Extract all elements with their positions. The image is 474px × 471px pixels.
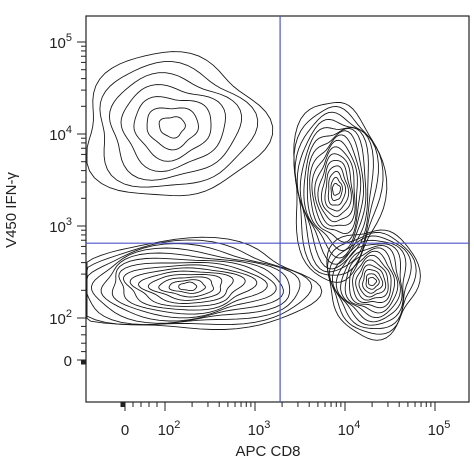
contour-line: [111, 257, 277, 319]
contour-layer: [86, 51, 421, 341]
contour-line: [86, 239, 313, 326]
contour-line: [158, 116, 186, 139]
contour-line: [178, 281, 198, 292]
contour-line: [324, 165, 350, 212]
x-tick-label: 104: [338, 419, 361, 439]
contour-line: [314, 146, 356, 227]
contour-line: [367, 276, 378, 286]
contour-line: [344, 247, 399, 314]
contour-line: [168, 279, 206, 294]
contour-line: [362, 269, 384, 294]
contour-line: [355, 259, 389, 301]
contour-line: [326, 229, 421, 341]
y-tick-label: 104: [49, 124, 72, 144]
contour-line: [349, 250, 396, 309]
contour-line: [129, 267, 246, 307]
contour-line: [309, 134, 362, 243]
contour-line: [133, 96, 212, 162]
contour-line: [306, 130, 365, 252]
contour-line: [91, 247, 291, 324]
y-tick-label: 105: [49, 32, 72, 52]
contour-line: [99, 61, 259, 188]
contour-line: [330, 176, 343, 202]
contour-line: [123, 264, 258, 311]
x-tick-label: 102: [158, 419, 181, 439]
contour-line: [299, 127, 369, 265]
x-tick-label: 103: [248, 419, 271, 439]
contour-line: [147, 274, 223, 301]
contour-line: [340, 244, 401, 319]
x-tick-label: 105: [428, 419, 451, 439]
contour-line: [146, 107, 199, 151]
contour-line: [294, 111, 379, 273]
y-axis-label: V450 IFN-γ: [3, 172, 20, 248]
contour-line: [365, 273, 380, 290]
x-axis-label: APC CD8: [235, 443, 300, 460]
x-axis: 0 102 103 104 105: [120, 402, 451, 439]
contour-line: [138, 270, 234, 304]
contour-line: [100, 252, 284, 322]
contour-line: [311, 139, 358, 235]
contour-line: [352, 254, 392, 303]
quadrant-gates: [86, 16, 469, 402]
y-tick-label: 0: [64, 353, 72, 370]
contour-line: [86, 243, 301, 326]
contour-line: [335, 243, 403, 323]
y-tick-label: 103: [49, 216, 72, 236]
contour-line: [86, 51, 274, 197]
contour-line: [320, 159, 352, 218]
contour-line: [108, 72, 243, 181]
y-tick-label: 102: [49, 308, 72, 328]
contour-line: [120, 84, 226, 173]
contour-line: [358, 264, 387, 298]
x-tick-label: 0: [121, 422, 129, 439]
contour-line: [118, 262, 268, 315]
contour-line: [327, 170, 347, 206]
contour-line: [329, 235, 412, 330]
contour-line: [331, 182, 341, 196]
plot-frame: [85, 15, 470, 403]
contour-line: [303, 127, 367, 259]
y-axis: 0 102 103 104 105: [49, 32, 86, 370]
contour-line: [317, 153, 354, 223]
contour-line: [158, 276, 214, 298]
